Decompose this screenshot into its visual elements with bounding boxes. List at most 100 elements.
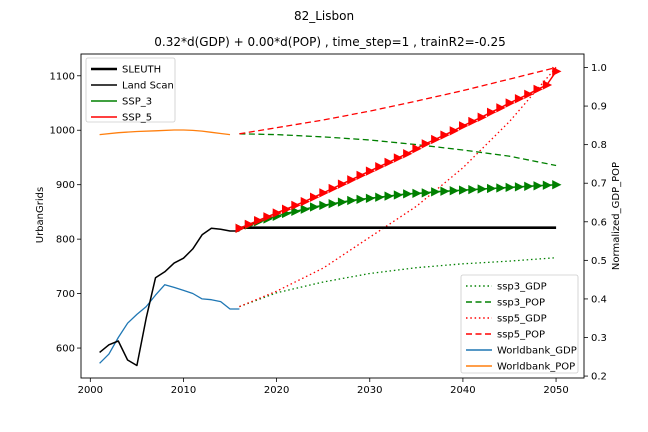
y-right-tick-label: 0.2 xyxy=(591,372,607,383)
data-point-ssp-5 xyxy=(235,223,245,233)
data-point-ssp-3 xyxy=(421,188,431,198)
data-point-ssp-5 xyxy=(291,200,301,211)
data-point-ssp-5 xyxy=(319,188,329,198)
data-point-ssp-5 xyxy=(254,215,264,226)
legend-left-label-sleuth: SLEUTH xyxy=(122,65,161,76)
y-axis-right-label: Normalized_GDP_POP xyxy=(611,162,622,270)
data-point-ssp-5 xyxy=(524,89,534,99)
data-point-ssp-3 xyxy=(347,195,357,206)
data-point-ssp-5 xyxy=(440,130,450,140)
y-right-tick-label: 0.6 xyxy=(591,217,607,228)
data-point-ssp-3 xyxy=(337,197,348,207)
data-point-ssp-5 xyxy=(347,175,357,185)
data-point-ssp-5 xyxy=(365,166,376,176)
y-right-tick-label: 0.7 xyxy=(591,179,607,190)
data-point-ssp-5 xyxy=(459,121,469,131)
y-right-tick-label: 0.4 xyxy=(591,294,607,305)
data-point-ssp-3 xyxy=(412,188,422,199)
y-left-tick-label: 1000 xyxy=(50,126,75,137)
series-line-ssp5-gdp xyxy=(239,67,557,308)
data-point-ssp-5 xyxy=(282,204,292,214)
data-point-ssp-3 xyxy=(291,206,301,217)
series-line-ssp3-pop xyxy=(239,133,557,167)
data-point-ssp-3 xyxy=(477,184,487,194)
data-point-ssp-3 xyxy=(524,181,534,191)
y-right-tick-label: 1.0 xyxy=(591,63,607,74)
data-point-ssp-5 xyxy=(272,208,282,218)
data-point-ssp-5 xyxy=(356,170,366,181)
data-point-ssp-3 xyxy=(459,185,469,195)
data-point-ssp-5 xyxy=(542,80,553,90)
data-point-ssp-5 xyxy=(300,196,310,207)
series-line-ssp3-gdp xyxy=(239,257,557,308)
y-left-tick-label: 700 xyxy=(56,289,75,300)
data-point-ssp-5 xyxy=(533,84,543,95)
data-point-ssp-5 xyxy=(431,134,441,145)
legend-right-box xyxy=(460,274,579,374)
data-point-ssp-3 xyxy=(468,184,478,195)
data-point-ssp-5 xyxy=(393,153,404,163)
data-point-ssp-5 xyxy=(505,98,515,108)
series-line-worldbank-gdp xyxy=(99,284,240,364)
data-point-ssp-3 xyxy=(505,182,515,193)
data-point-ssp-5 xyxy=(403,149,413,159)
legend-left-box xyxy=(85,57,176,123)
data-point-ssp-5 xyxy=(496,103,506,113)
data-point-ssp-3 xyxy=(319,200,329,211)
plot-area: 2000 2010 2020 2030 2040 2050 600 700 800 900 1000… xyxy=(50,53,607,396)
legend-right-label-worldbank-gdp: Worldbank_GDP xyxy=(497,346,577,357)
data-point-ssp-5 xyxy=(468,116,478,127)
data-point-ssp-3 xyxy=(403,189,413,199)
series-line-ssp-5 xyxy=(239,70,557,229)
data-point-ssp-3 xyxy=(384,191,394,201)
data-point-ssp-5 xyxy=(244,219,255,230)
chart-subtitle: 0.32*d(GDP) + 0.00*d(POP) , time_step=1 … xyxy=(154,35,505,49)
data-point-ssp-3 xyxy=(393,190,404,200)
y-right-tick-label: 0.3 xyxy=(591,333,607,344)
data-point-ssp-3 xyxy=(496,183,506,193)
x-tick-label: 2050 xyxy=(543,385,568,396)
data-point-ssp-3 xyxy=(552,180,562,190)
data-point-ssp-5 xyxy=(412,144,422,154)
data-point-ssp-3 xyxy=(310,202,320,212)
series-line-ssp5-pop xyxy=(239,66,557,135)
legend-left-label-land-scan: Land Scan xyxy=(122,81,174,92)
y-left-tick-label: 800 xyxy=(56,235,75,246)
legend-right-label-ssp3-pop: ssp3_POP xyxy=(497,298,545,309)
data-point-ssp-3 xyxy=(375,192,385,202)
data-point-ssp-3 xyxy=(440,186,450,196)
data-point-ssp-5 xyxy=(487,107,497,117)
series-line-worldbank-pop xyxy=(99,129,231,136)
data-point-ssp-3 xyxy=(431,187,441,197)
data-point-ssp-5 xyxy=(337,179,348,189)
y-right-tick-label: 0.9 xyxy=(591,102,607,113)
data-point-ssp-3 xyxy=(300,204,310,214)
y-left-tick-label: 1100 xyxy=(50,71,75,82)
legend-right-label-ssp5-gdp: ssp5_GDP xyxy=(497,314,547,325)
legend-right-label-ssp3-gdp: ssp3_GDP xyxy=(497,282,547,293)
data-point-ssp-3 xyxy=(449,186,459,196)
y-left-tick-label: 900 xyxy=(56,180,75,191)
chart-title: 82_Lisbon xyxy=(294,9,354,23)
data-point-ssp-5 xyxy=(449,126,459,136)
y-right-tick-label: 0.5 xyxy=(591,256,607,267)
legend-left-label-ssp-5: SSP_5 xyxy=(122,113,152,124)
data-point-ssp-3 xyxy=(533,181,543,191)
x-tick-label: 2030 xyxy=(357,385,382,396)
data-point-ssp-5 xyxy=(477,112,487,122)
data-point-ssp-3 xyxy=(328,199,338,209)
data-point-ssp-5 xyxy=(421,139,431,149)
x-tick-label: 2000 xyxy=(78,385,103,396)
data-point-ssp-3 xyxy=(487,183,497,194)
x-tick-label: 2010 xyxy=(171,385,196,396)
data-point-ssp-5 xyxy=(514,94,525,104)
y-axis-left-label: UrbanGrids xyxy=(35,187,46,243)
data-point-ssp-5 xyxy=(375,162,385,172)
legend-right-label-ssp5-pop: ssp5_POP xyxy=(497,330,545,341)
y-right-tick-label: 0.8 xyxy=(591,140,607,151)
series-line-land-scan xyxy=(99,227,240,367)
data-point-ssp-3 xyxy=(542,180,553,190)
series-line-ssp-3 xyxy=(239,183,557,230)
